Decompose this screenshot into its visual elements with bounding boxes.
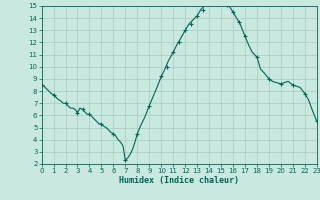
X-axis label: Humidex (Indice chaleur): Humidex (Indice chaleur) xyxy=(119,176,239,185)
